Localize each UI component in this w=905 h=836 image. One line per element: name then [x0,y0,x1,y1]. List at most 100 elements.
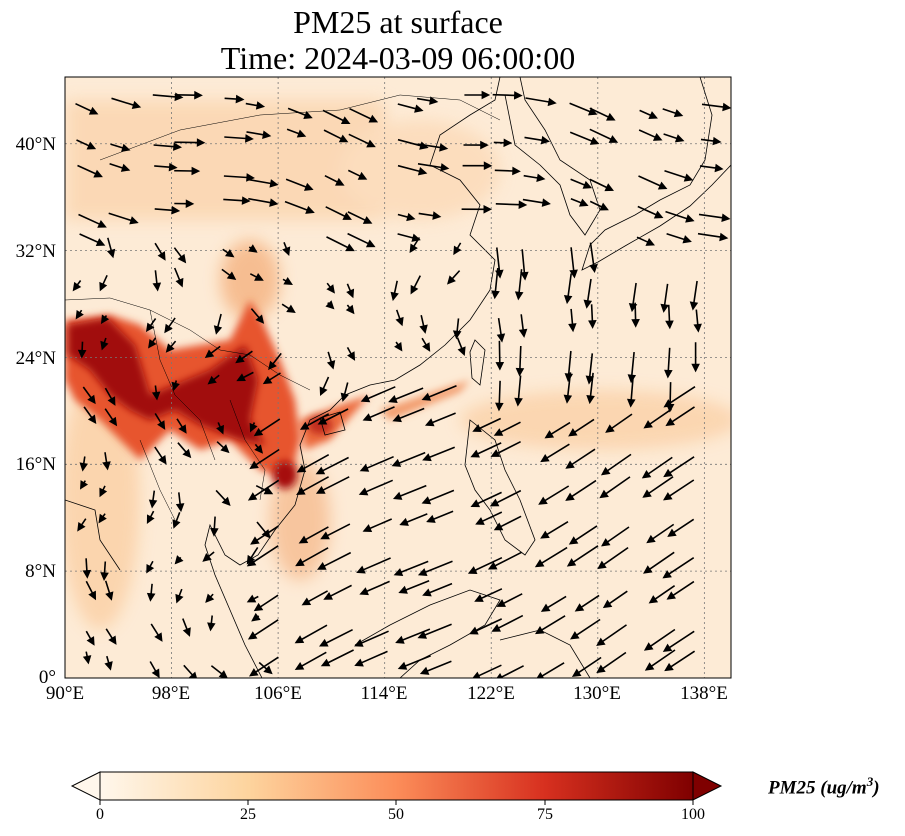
wind-arrow [222,248,235,258]
map-frame [64,76,732,679]
wind-arrow [390,280,399,302]
wind-arrow [421,337,431,352]
wind-arrow [287,107,313,120]
wind-arrow [520,249,529,281]
wind-arrow [589,107,616,121]
wind-arrow [599,476,631,499]
wind-arrow [202,551,215,562]
wind-arrow [392,407,425,423]
wind-arrow [174,90,203,100]
wind-arrow [392,484,427,500]
wind-arrow [247,479,280,501]
wind-arrow [82,386,96,405]
wind-arrow [315,476,350,494]
wind-arrow [99,485,108,498]
wind-arrow [637,205,664,219]
wind-arrow [359,455,394,472]
wind-arrow [601,526,630,547]
wind-arrow [475,511,503,525]
wind-arrow [77,341,87,359]
wind-arrow [258,661,273,675]
wind-arrow [294,624,328,644]
wind-arrow [589,178,614,192]
wind-arrow [461,205,493,214]
wind-arrow [360,386,396,403]
wind-arrow [463,140,489,150]
wind-arrow [174,138,206,147]
wind-arrow [173,247,187,264]
wind-arrow [424,412,456,427]
wind-arrow [282,276,293,285]
wind-arrow [568,525,598,545]
wind-arrow [467,556,503,574]
wind-arrow [570,197,589,207]
wind-arrow [662,630,695,652]
wind-arrow [317,551,352,570]
wind-arrow [568,308,577,333]
wind-arrow [665,210,695,223]
wind-arrow [589,200,609,211]
wind-arrow [446,270,461,285]
wind-arrow [462,161,493,170]
wind-arrow [281,303,296,313]
wind-arrow [299,413,330,430]
wind-arrow [565,448,596,469]
wind-arrow [362,406,395,422]
wind-arrow [154,162,178,172]
wind-arrow [106,237,116,259]
wind-arrow [495,340,505,371]
wind-arrow [418,211,442,220]
wind-arrow [564,350,574,383]
wind-arrow [182,618,191,637]
lon-label-138e: 138°E [680,683,728,704]
lon-label-114e: 114°E [360,683,408,704]
wind-arrow [664,650,696,672]
wind-arrow [248,197,279,207]
wind-arrow [469,618,503,635]
wind-arrow [110,143,131,152]
wind-arrow [216,441,230,454]
wind-arrow [205,593,215,603]
wind-arrow [173,267,184,288]
wind-arrow [588,304,597,329]
wind-arrow [165,340,177,353]
wind-arrow [496,665,524,678]
wind-arrow [538,485,570,505]
wind-arrow [210,516,219,537]
wind-arrow [663,386,696,408]
lon-label-106e: 106°E [254,683,302,704]
wind-arrow [393,560,429,576]
wind-arrow [204,345,221,359]
wind-arrow [388,387,424,404]
wind-arrow [346,347,356,361]
wind-arrow [104,655,113,671]
wind-arrow [210,665,228,678]
wind-arrow [324,174,345,186]
wind-arrow [626,376,636,408]
wind-arrow [596,624,627,647]
wind-arrow [85,580,97,601]
lat-label-32n: 32°N [15,241,56,262]
wind-arrow [253,418,281,437]
lat-label-24n: 24°N [15,348,56,369]
wind-arrow [325,300,335,310]
wind-arrow [323,584,352,600]
wind-arrow [663,133,685,143]
wind-arrow [496,593,523,607]
wind-arrow [571,656,602,677]
wind-arrow [452,318,462,340]
wind-arrow [176,418,187,434]
colorbar-label: PM25 (ug/m3) [768,774,880,799]
wind-arrow [395,309,404,327]
wind-arrow [456,337,466,356]
wind-arrow [326,282,335,294]
wind-arrow [600,453,632,476]
wind-arrow [493,515,522,531]
lon-label-98e: 98°E [151,683,191,704]
wind-arrow [154,446,167,465]
wind-arrow [409,237,421,253]
wind-arrow [224,134,254,143]
wind-arrow [662,108,684,118]
wind-arrow [514,375,523,407]
